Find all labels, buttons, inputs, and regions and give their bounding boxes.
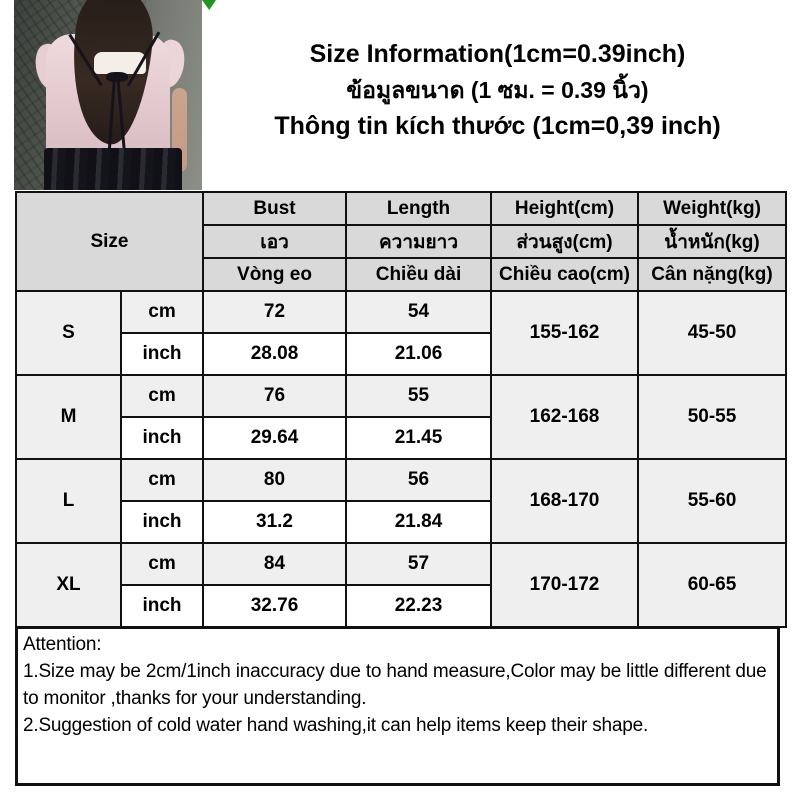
- size-label-s: S: [15, 290, 122, 376]
- col-header-bust-en: Bust: [202, 191, 347, 226]
- col-header-weight-vn: Cân nặng(kg): [637, 257, 787, 292]
- header-row-vietnamese: Vòng eo Chiều dài Chiều cao(cm) Cân nặng…: [16, 257, 787, 292]
- l-length-inch: 21.84: [345, 500, 492, 544]
- col-header-height-vn: Chiều cao(cm): [490, 257, 639, 292]
- title-english: Size Information(1cm=0.39inch): [309, 40, 686, 68]
- size-header-cell: Size: [15, 191, 204, 292]
- unit-inch: inch: [120, 416, 204, 460]
- header-row-thai: เอว ความยาว ส่วนสูง(cm) น้ำหนัก(kg): [16, 224, 787, 259]
- l-weight: 55-60: [637, 458, 787, 544]
- unit-cm: cm: [120, 374, 204, 418]
- size-label-l: L: [15, 458, 122, 544]
- unit-cm: cm: [120, 290, 204, 334]
- s-bust-inch: 28.08: [202, 332, 347, 376]
- xl-height: 170-172: [490, 542, 639, 628]
- col-header-length-vn: Chiều dài: [345, 257, 492, 292]
- xl-bust-inch: 32.76: [202, 584, 347, 628]
- table-row-l-inch: inch 31.2 21.84: [16, 500, 786, 544]
- title-vietnamese: Thông tin kích thước (1cm=0,39 inch): [274, 112, 721, 140]
- product-photo: [14, 0, 202, 190]
- s-length-cm: 54: [345, 290, 492, 334]
- l-length-cm: 56: [345, 458, 492, 502]
- col-header-bust-th: เอว: [202, 224, 347, 259]
- attention-box: Attention: 1.Size may be 2cm/1inch inacc…: [15, 626, 780, 786]
- xl-bust-cm: 84: [202, 542, 347, 586]
- ribbon-bow: [106, 72, 128, 82]
- l-bust-inch: 31.2: [202, 500, 347, 544]
- m-length-inch: 21.45: [345, 416, 492, 460]
- col-header-height-th: ส่วนสูง(cm): [490, 224, 639, 259]
- col-header-bust-vn: Vòng eo: [202, 257, 347, 292]
- size-table: Size Bust Length Height(cm) Weight(kg) เ…: [15, 191, 787, 628]
- table-row-m-inch: inch 29.64 21.45: [16, 416, 786, 460]
- m-length-cm: 55: [345, 374, 492, 418]
- unit-inch: inch: [120, 584, 204, 628]
- m-weight: 50-55: [637, 374, 787, 460]
- unit-cm: cm: [120, 458, 204, 502]
- xl-weight: 60-65: [637, 542, 787, 628]
- table-row-xl-cm: XL cm 84 57 170-172 60-65: [15, 542, 787, 628]
- attention-heading: Attention:: [23, 634, 102, 655]
- unit-inch: inch: [120, 332, 204, 376]
- size-label-m: M: [15, 374, 122, 460]
- table-row-xl-inch: inch 32.76 22.23: [16, 584, 786, 628]
- col-header-length-en: Length: [345, 191, 492, 226]
- col-header-weight-th: น้ำหนัก(kg): [637, 224, 787, 259]
- table-row-s-inch: inch 28.08 21.06: [16, 332, 786, 376]
- white-camisole: [94, 52, 146, 74]
- size-label-xl: XL: [15, 542, 122, 628]
- m-bust-cm: 76: [202, 374, 347, 418]
- attention-note-2: 2.Suggestion of cold water hand washing,…: [23, 715, 649, 736]
- title-block: Size Information(1cm=0.39inch) ข้อมูลขนา…: [205, 36, 790, 144]
- l-height: 168-170: [490, 458, 639, 544]
- s-height: 155-162: [490, 290, 639, 376]
- col-header-weight-en: Weight(kg): [637, 191, 787, 226]
- m-height: 162-168: [490, 374, 639, 460]
- unit-cm: cm: [120, 542, 204, 586]
- table-row-l-cm: L cm 80 56 168-170 55-60: [15, 458, 787, 544]
- unit-inch: inch: [120, 500, 204, 544]
- s-length-inch: 21.06: [345, 332, 492, 376]
- s-weight: 45-50: [637, 290, 787, 376]
- col-header-height-en: Height(cm): [490, 191, 639, 226]
- table-row-s-cm: S cm 72 54 155-162 45-50: [15, 290, 787, 376]
- title-thai: ข้อมูลขนาด (1 ซม. = 0.39 นิ้ว): [346, 77, 649, 103]
- col-header-length-th: ความยาว: [345, 224, 492, 259]
- s-bust-cm: 72: [202, 290, 347, 334]
- l-bust-cm: 80: [202, 458, 347, 502]
- table-row-m-cm: M cm 76 55 162-168 50-55: [15, 374, 787, 460]
- xl-length-cm: 57: [345, 542, 492, 586]
- header-row-english: Size Bust Length Height(cm) Weight(kg): [15, 191, 787, 292]
- m-bust-inch: 29.64: [202, 416, 347, 460]
- green-corner-wedge-icon: [202, 0, 216, 10]
- xl-length-inch: 22.23: [345, 584, 492, 628]
- attention-note-1: 1.Size may be 2cm/1inch inaccuracy due t…: [23, 661, 767, 709]
- black-pleated-skirt: [44, 148, 182, 190]
